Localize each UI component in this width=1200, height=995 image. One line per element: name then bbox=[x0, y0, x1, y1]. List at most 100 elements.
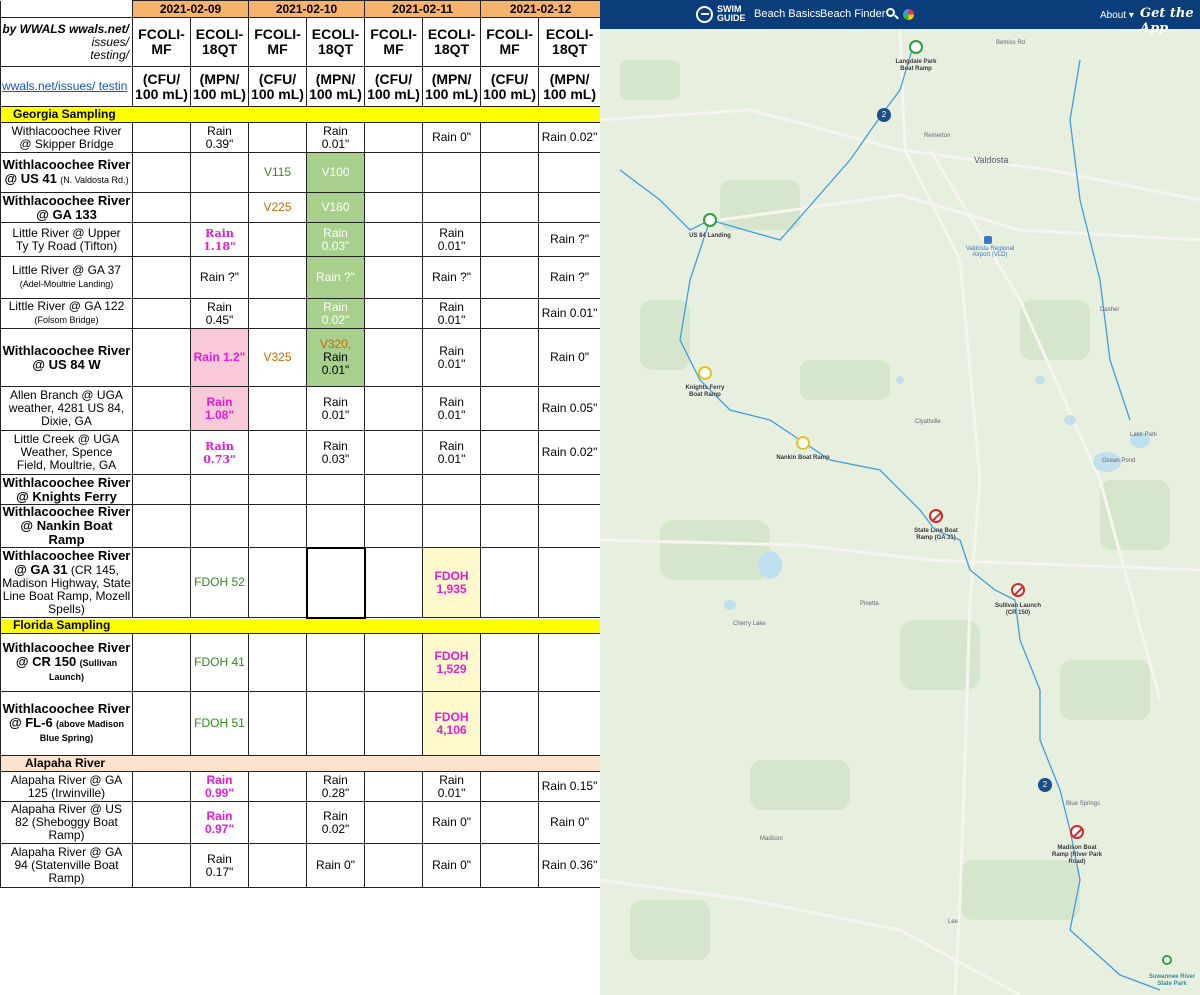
data-cell[interactable] bbox=[480, 547, 540, 618]
data-cell[interactable] bbox=[480, 386, 540, 431]
data-cell[interactable] bbox=[364, 122, 424, 153]
site-cell[interactable]: Withlacoochee River @ Skipper Bridge bbox=[0, 122, 133, 153]
data-cell[interactable]: Rain 0.03" bbox=[306, 222, 366, 257]
data-cell[interactable]: Rain 0.73" bbox=[189, 430, 250, 475]
data-cell[interactable] bbox=[480, 691, 540, 756]
data-cell[interactable] bbox=[132, 843, 191, 888]
date-header[interactable]: 2021-02-09 bbox=[131, 0, 250, 18]
data-cell[interactable]: Rain 0.01" bbox=[422, 771, 482, 802]
data-cell[interactable] bbox=[422, 474, 482, 505]
closed-beach-marker[interactable] bbox=[929, 509, 943, 523]
data-cell[interactable] bbox=[132, 633, 191, 692]
marker-cluster[interactable]: 2 bbox=[877, 108, 891, 122]
testing-link[interactable]: wwals.net/issues/ testin bbox=[0, 66, 133, 107]
data-cell[interactable] bbox=[422, 192, 482, 223]
column-header[interactable]: FCOLI- MF bbox=[248, 17, 308, 67]
search-icon[interactable] bbox=[886, 8, 895, 17]
data-cell[interactable]: Rain 0" bbox=[538, 328, 600, 387]
data-cell[interactable] bbox=[132, 298, 191, 329]
site-cell[interactable]: Withlacoochee River @ US 84 W bbox=[0, 328, 133, 387]
marker-label[interactable]: State Line Boat Ramp (GA 31) bbox=[914, 528, 958, 541]
data-cell[interactable] bbox=[248, 691, 308, 756]
swim-guide-logo-icon[interactable] bbox=[696, 6, 713, 23]
map-background[interactable] bbox=[600, 0, 1200, 995]
data-cell[interactable]: FDOH 51 bbox=[189, 691, 250, 756]
data-cell[interactable]: Rain 0.01" bbox=[422, 298, 482, 329]
data-cell[interactable]: Rain 0" bbox=[422, 801, 482, 844]
column-header[interactable]: ECOLI- 18QT bbox=[538, 17, 600, 67]
unit-header[interactable]: (MPN/100 mL) bbox=[306, 66, 366, 107]
data-cell[interactable] bbox=[132, 801, 191, 844]
data-cell[interactable]: Rain 1.18" bbox=[189, 222, 250, 257]
get-the-app-link[interactable]: Get the App bbox=[1140, 6, 1194, 36]
data-cell[interactable] bbox=[364, 547, 424, 618]
data-cell[interactable]: Rain 1.2" bbox=[189, 328, 250, 387]
data-cell[interactable]: Rain 0.03" bbox=[306, 430, 366, 475]
section-alapaha[interactable]: Alapaha River bbox=[0, 755, 600, 772]
unit-header[interactable]: (CFU/100 mL) bbox=[480, 66, 540, 107]
data-cell[interactable] bbox=[248, 633, 308, 692]
beach-marker-green[interactable] bbox=[703, 213, 717, 227]
data-cell[interactable]: Rain 0.17" bbox=[189, 843, 250, 888]
site-cell[interactable]: Little Creek @ UGA Weather, Spence Field, … bbox=[0, 430, 133, 475]
data-cell[interactable]: Rain 0.01" bbox=[538, 298, 600, 329]
data-cell[interactable]: V100 bbox=[306, 152, 366, 193]
data-cell[interactable] bbox=[132, 152, 191, 193]
data-cell[interactable] bbox=[248, 386, 308, 431]
data-cell[interactable] bbox=[538, 192, 600, 223]
data-cell[interactable] bbox=[480, 430, 540, 475]
data-cell[interactable] bbox=[132, 256, 191, 299]
data-cell[interactable] bbox=[538, 547, 600, 618]
data-cell[interactable]: Rain 0" bbox=[306, 843, 366, 888]
data-cell[interactable] bbox=[480, 504, 540, 548]
data-cell[interactable] bbox=[189, 152, 250, 193]
data-cell[interactable] bbox=[364, 843, 424, 888]
data-cell[interactable] bbox=[248, 430, 308, 475]
date-header[interactable]: 2021-02-11 bbox=[364, 0, 482, 18]
site-cell[interactable]: Allen Branch @ UGA weather, 4281 US 84, Di… bbox=[0, 386, 133, 431]
marker-label[interactable]: Madison Boat Ramp (River Park Road) bbox=[1051, 845, 1103, 865]
data-cell[interactable] bbox=[248, 801, 308, 844]
data-cell[interactable]: Rain 0.99" bbox=[189, 771, 250, 802]
site-cell[interactable]: Little River @ GA 122 (Folsom Bridge) bbox=[0, 298, 133, 329]
marker-label[interactable]: Langdale Park Boat Ramp bbox=[895, 59, 937, 72]
data-cell[interactable] bbox=[480, 328, 540, 387]
corner-cell[interactable] bbox=[0, 0, 133, 18]
brand-name[interactable]: SWIM GUIDE bbox=[717, 4, 746, 23]
data-cell[interactable]: V320, Rain 0.01" bbox=[306, 328, 366, 387]
data-cell[interactable]: Rain 0.15" bbox=[538, 771, 600, 802]
data-cell[interactable] bbox=[364, 256, 424, 299]
data-cell[interactable] bbox=[248, 298, 308, 329]
data-cell[interactable]: Rain 0.02" bbox=[306, 801, 366, 844]
nav-beach-finder[interactable]: Beach Finder bbox=[820, 8, 886, 20]
marker-label[interactable]: Knights Ferry Boat Ramp bbox=[685, 385, 725, 398]
data-cell[interactable] bbox=[132, 222, 191, 257]
data-cell[interactable]: Rain 0" bbox=[422, 122, 482, 153]
data-cell[interactable] bbox=[132, 386, 191, 431]
data-cell[interactable] bbox=[248, 474, 308, 505]
data-cell[interactable] bbox=[480, 192, 540, 223]
data-cell[interactable] bbox=[480, 771, 540, 802]
data-cell[interactable] bbox=[248, 122, 308, 153]
site-cell[interactable]: Withlacoochee River @ Nankin Boat Ramp bbox=[0, 504, 133, 548]
site-cell[interactable]: Withlacoochee River @ Knights Ferry bbox=[0, 474, 133, 505]
data-cell[interactable]: Rain 0.01" bbox=[306, 122, 366, 153]
data-cell[interactable] bbox=[248, 222, 308, 257]
column-header[interactable]: ECOLI- 18QT bbox=[422, 17, 482, 67]
marker-label[interactable]: Sullivan Launch (CR 150) bbox=[994, 603, 1041, 616]
data-cell[interactable] bbox=[480, 801, 540, 844]
beach-marker-green[interactable] bbox=[1162, 955, 1172, 965]
data-cell[interactable]: Rain ?" bbox=[306, 256, 366, 299]
data-cell[interactable]: V225 bbox=[248, 192, 308, 223]
data-cell[interactable]: Rain 0.01" bbox=[422, 328, 482, 387]
site-cell[interactable]: Withlacoochee River @ GA 31 (CR 145, Madi… bbox=[0, 547, 133, 618]
data-cell[interactable]: Rain 0.01" bbox=[422, 430, 482, 475]
column-header[interactable]: ECOLI- 18QT bbox=[306, 17, 366, 67]
data-cell[interactable] bbox=[364, 430, 424, 475]
data-cell[interactable]: Rain 0.02" bbox=[306, 298, 366, 329]
closed-beach-marker[interactable] bbox=[1011, 583, 1025, 597]
marker-cluster[interactable]: 2 bbox=[1038, 778, 1052, 792]
author-cell[interactable]: by WWALS wwals.net/issues/testing/ bbox=[0, 17, 133, 67]
data-cell[interactable] bbox=[132, 691, 191, 756]
data-cell[interactable]: Rain 1.08" bbox=[189, 386, 250, 431]
